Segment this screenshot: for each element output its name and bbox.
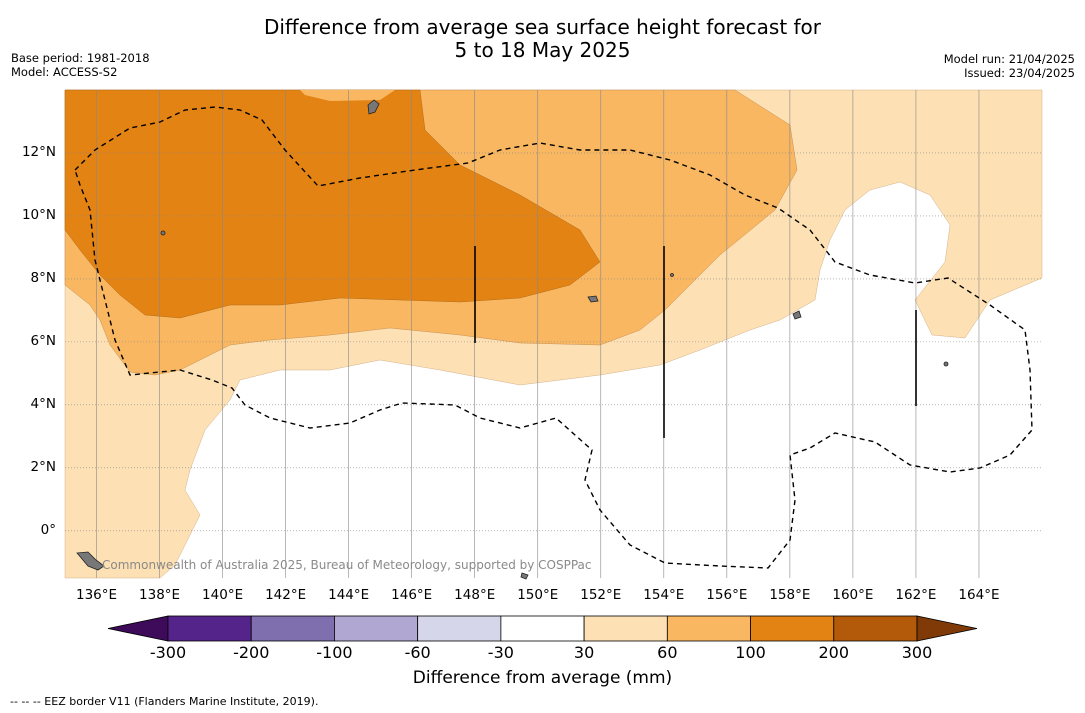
y-tick-label: 10°N <box>21 206 56 223</box>
colorbar-segment <box>666 615 751 642</box>
meta-right: Model run: 21/04/2025 Issued: 23/04/2025 <box>944 52 1075 80</box>
map-title-line-2: 5 to 18 May 2025 <box>454 38 631 62</box>
y-tick-label: 12°N <box>21 143 56 160</box>
colorbar-tick-label: -30 <box>487 643 514 662</box>
map-panel <box>64 89 1043 580</box>
x-tick-label: 164°E <box>958 587 1000 603</box>
x-tick-label: 160°E <box>832 587 874 603</box>
anomaly-100-200-region <box>64 89 601 319</box>
x-tick-label: 150°E <box>517 587 559 603</box>
island-dot <box>670 273 674 277</box>
x-tick-label: 138°E <box>139 587 181 603</box>
map-credit: Commonwealth of Australia 2025, Bureau o… <box>102 558 592 572</box>
model-run: Model run: 21/04/2025 <box>943 52 1075 66</box>
y-tick-label: 4°N <box>30 395 56 412</box>
colorbar-segment <box>583 615 668 642</box>
colorbar-tick-label: -100 <box>316 643 353 662</box>
colorbar-segment <box>833 615 918 642</box>
colorbar-segment <box>417 615 502 642</box>
anomaly-top-patch <box>300 90 395 101</box>
colorbar-arrow-low <box>107 615 169 642</box>
issued-date: Issued: 23/04/2025 <box>964 66 1075 80</box>
colorbar-segment <box>750 615 835 642</box>
colorbar-segment <box>500 615 585 642</box>
eez-segments <box>474 246 917 438</box>
island-dot <box>160 230 166 236</box>
colorbar-tick-label: 100 <box>735 643 766 662</box>
colorbar <box>107 615 978 642</box>
colorbar-tick-label: -60 <box>404 643 431 662</box>
y-tick-label: 6°N <box>30 332 56 349</box>
x-tick-label: 156°E <box>706 587 748 603</box>
colorbar-tick-label: -200 <box>233 643 270 662</box>
colorbar-tick-label: 30 <box>573 643 595 662</box>
map-title-line-1: Difference from average sea surface heig… <box>263 15 822 39</box>
x-tick-label: 142°E <box>265 587 307 603</box>
x-tick-label: 136°E <box>75 587 118 603</box>
island-shape <box>520 572 529 580</box>
colorbar-tick-label: -300 <box>149 643 187 662</box>
eez-borders <box>74 106 1033 569</box>
x-tick-label: 162°E <box>895 587 937 603</box>
colorbar-segment <box>334 615 419 642</box>
x-tick-label: 146°E <box>391 587 433 603</box>
y-tick-label: 2°N <box>30 458 56 475</box>
x-tick-label: 152°E <box>580 587 622 603</box>
eez-border-line <box>74 106 1033 569</box>
island-dot <box>943 361 949 367</box>
y-tick-label: 0° <box>40 521 56 538</box>
colorbar-tick-label: 60 <box>657 643 678 662</box>
colorbar-arrow-high <box>916 615 978 642</box>
base-period: Base period: 1981-2018 <box>11 51 150 65</box>
model-name: Model: ACCESS-S2 <box>11 65 118 79</box>
island-shape <box>587 295 599 303</box>
footnote: -- -- -- EEZ border V11 (Flanders Marine… <box>10 695 319 708</box>
islands <box>76 99 949 580</box>
island-shape <box>792 310 802 320</box>
colorbar-segment <box>250 615 335 642</box>
colorbar-segment <box>167 615 252 642</box>
x-tick-label: 144°E <box>328 587 370 603</box>
colorbar-tick-label: 300 <box>901 643 933 662</box>
island-shape <box>367 99 380 115</box>
x-tick-label: 140°E <box>202 587 244 603</box>
x-tick-label: 158°E <box>769 587 811 603</box>
island-shape <box>76 551 105 571</box>
colorbar-title: Difference from average (mm) <box>412 668 673 688</box>
meta-left: Base period: 1981-2018 Model: ACCESS-S2 <box>11 51 150 79</box>
colorbar-tick-label: 200 <box>818 643 850 662</box>
y-tick-label: 8°N <box>30 269 56 286</box>
x-tick-label: 148°E <box>454 587 496 603</box>
x-tick-label: 154°E <box>643 587 685 603</box>
